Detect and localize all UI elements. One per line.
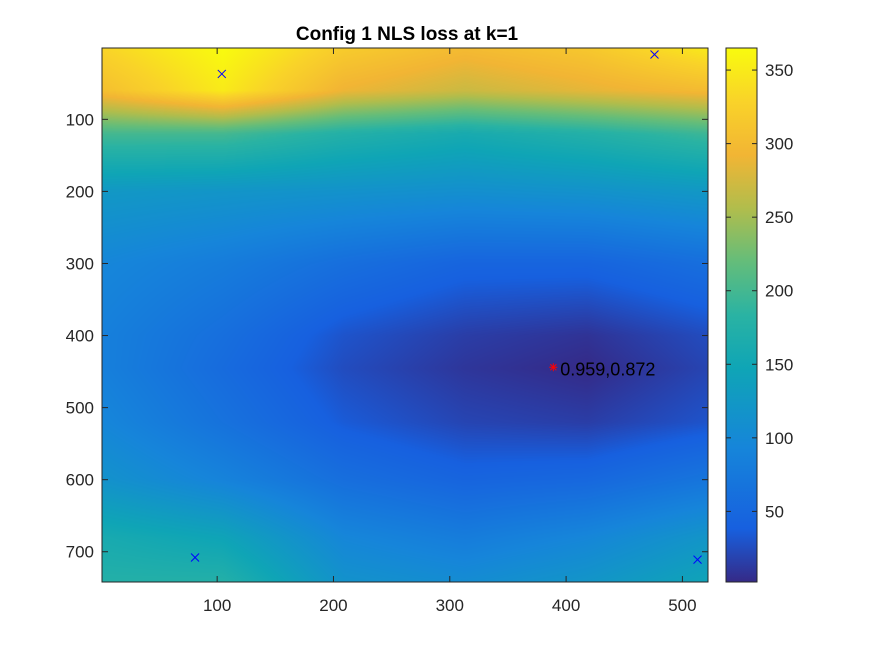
y-tick-label: 500 bbox=[66, 399, 94, 418]
colorbar: 50 100 150 200 250 300 350 bbox=[725, 47, 793, 583]
y-tick-label: 400 bbox=[66, 327, 94, 346]
colorbar-tick-label: 300 bbox=[765, 135, 793, 154]
y-tick-label: 100 bbox=[66, 110, 94, 129]
y-tick-label: 200 bbox=[66, 182, 94, 201]
heatmap-plot-area bbox=[101, 47, 709, 583]
colorbar-tick-label: 250 bbox=[765, 208, 793, 227]
colorbar-fill bbox=[726, 48, 757, 582]
heatmap-image bbox=[102, 48, 708, 582]
annotation-layer: 0.959,0.872 bbox=[560, 359, 655, 379]
x-tick-label: 500 bbox=[668, 596, 696, 615]
plot-frame bbox=[101, 47, 709, 583]
colorbar-tick-label: 100 bbox=[765, 429, 793, 448]
y-tick-label: 700 bbox=[66, 543, 94, 562]
chart-title: Config 1 NLS loss at k=1 bbox=[296, 24, 519, 45]
x-marker bbox=[217, 69, 227, 79]
y-axis: 100 200 300 400 500 600 700 bbox=[66, 110, 708, 562]
x-tick-label: 300 bbox=[436, 596, 464, 615]
x-axis: 100 200 300 400 500 bbox=[203, 48, 697, 615]
colorbar-tick-label: 50 bbox=[765, 502, 784, 521]
star-marker bbox=[549, 363, 558, 372]
y-tick-label: 600 bbox=[66, 471, 94, 490]
point-annotation: 0.959,0.872 bbox=[560, 359, 655, 379]
x-tick-label: 200 bbox=[319, 596, 347, 615]
y-tick-label: 300 bbox=[66, 254, 94, 273]
colorbar-frame bbox=[725, 47, 758, 583]
colorbar-ticks: 50 100 150 200 250 300 350 bbox=[726, 61, 793, 521]
x-tick-label: 100 bbox=[203, 596, 231, 615]
marker-layer bbox=[190, 50, 702, 565]
colorbar-tick-label: 350 bbox=[765, 61, 793, 80]
colorbar-tick-label: 200 bbox=[765, 282, 793, 301]
colorbar-tick-label: 150 bbox=[765, 355, 793, 374]
x-marker bbox=[650, 50, 659, 59]
x-marker bbox=[190, 553, 200, 562]
x-tick-label: 400 bbox=[552, 596, 580, 615]
x-marker bbox=[693, 555, 702, 565]
